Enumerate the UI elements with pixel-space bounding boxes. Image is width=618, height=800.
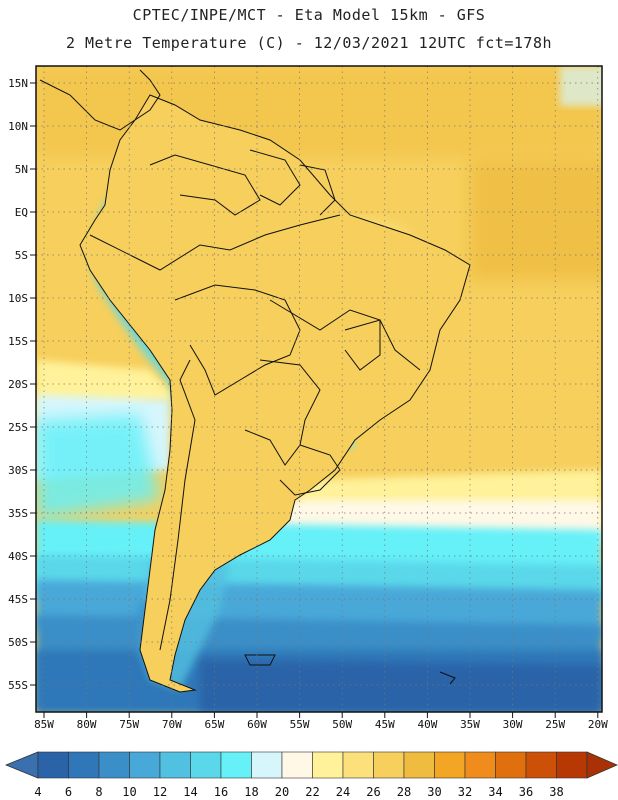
lat-label: 10S [8, 292, 28, 305]
colorbar-swatch [37, 751, 69, 779]
colorbar-swatch [464, 751, 496, 779]
colorbar-swatch [251, 751, 283, 779]
lon-label: 45W [375, 718, 395, 731]
lat-label: 30S [8, 464, 28, 477]
colorbar-swatch [373, 751, 405, 779]
lon-label: 30W [503, 718, 523, 731]
map-title: CPTEC/INPE/MCT - Eta Model 15km - GFS [132, 6, 486, 24]
colorbar-swatch [159, 751, 191, 779]
lat-label: 5N [15, 163, 28, 176]
colorbar-swatch [129, 751, 161, 779]
lat-label: 5S [15, 249, 28, 262]
colorbar-label: 18 [244, 785, 258, 799]
lon-label: 20W [588, 718, 608, 731]
lat-label: 15N [8, 77, 28, 90]
coastlines [39, 69, 471, 693]
graticule [36, 66, 602, 712]
colorbar-label: 14 [183, 785, 197, 799]
map-frame [35, 65, 603, 713]
colorbar-swatch [434, 751, 466, 779]
colorbar-swatch [556, 751, 588, 779]
lon-label: 25W [545, 718, 565, 731]
lon-label: 50W [332, 718, 352, 731]
lon-label: 80W [77, 718, 97, 731]
colorbar-label: 38 [549, 785, 563, 799]
colorbar-label: 12 [153, 785, 167, 799]
colorbar-label: 4 [34, 785, 41, 799]
lat-label: 45S [8, 593, 28, 606]
colorbar-swatches [4, 751, 618, 779]
colorbar-label: 26 [366, 785, 380, 799]
colorbar-label: 16 [214, 785, 228, 799]
colorbar-swatch [403, 751, 435, 779]
colorbar-max-arrow [586, 751, 618, 779]
colorbar-swatch [98, 751, 130, 779]
lat-label: 55S [8, 679, 28, 692]
lon-label: 40W [417, 718, 437, 731]
colorbar-swatch [220, 751, 252, 779]
map-subtitle: 2 Metre Temperature (C) - 12/03/2021 12U… [65, 34, 553, 52]
lat-label: EQ [15, 206, 28, 219]
latitude-axis: 15N 10N 5N EQ 5S 10S 15S 20S 25S 30S 35S 40S 45S 50S 5… [8, 77, 36, 692]
colorbar-min-arrow [4, 751, 39, 779]
colorbar-swatch [525, 751, 557, 779]
colorbar-label: 36 [519, 785, 533, 799]
lat-label: 15S [8, 335, 28, 348]
lon-label: 60W [247, 718, 267, 731]
lon-label: 65W [204, 718, 224, 731]
lat-label: 50S [8, 636, 28, 649]
colorbar-label: 22 [305, 785, 319, 799]
lon-label: 55W [290, 718, 310, 731]
temperature-field [36, 66, 602, 712]
colorbar-label: 20 [275, 785, 289, 799]
colorbar-labels: 4 6 8 10 12 14 16 18 20 22 24 26 28 30 32 34 36 38 [34, 785, 563, 799]
colorbar-swatch [190, 751, 222, 779]
lat-label: 40S [8, 550, 28, 563]
temperature-map: 15N 10N 5N EQ 5S 10S 15S 20S 25S 30S 35S 40S 45S 50S 5… [8, 65, 608, 731]
colorbar-label: 34 [488, 785, 502, 799]
lon-label: 75W [119, 718, 139, 731]
colorbar-label: 10 [122, 785, 136, 799]
temperature-colorbar: 4 6 8 10 12 14 16 18 20 22 24 26 28 30 32 34 36 38 [4, 751, 618, 799]
colorbar-swatch [281, 751, 313, 779]
lat-label: 20S [8, 378, 28, 391]
lat-label: 25S [8, 421, 28, 434]
colorbar-swatch [312, 751, 344, 779]
lat-label: 35S [8, 507, 28, 520]
lat-label: 10N [8, 120, 28, 133]
colorbar-label: 6 [65, 785, 72, 799]
colorbar-swatch [342, 751, 374, 779]
lon-label: 85W [34, 718, 54, 731]
colorbar-label: 28 [397, 785, 411, 799]
lon-label: 70W [162, 718, 182, 731]
longitude-axis: 85W 80W 75W 70W 65W 60W 55W 50W 45W 40W 35W 30W 25W 2… [34, 712, 608, 731]
colorbar-label: 24 [336, 785, 350, 799]
colorbar-swatch [495, 751, 527, 779]
colorbar-label: 30 [427, 785, 441, 799]
colorbar-label: 32 [458, 785, 472, 799]
colorbar-swatch [68, 751, 100, 779]
lon-label: 35W [460, 718, 480, 731]
colorbar-label: 8 [95, 785, 102, 799]
